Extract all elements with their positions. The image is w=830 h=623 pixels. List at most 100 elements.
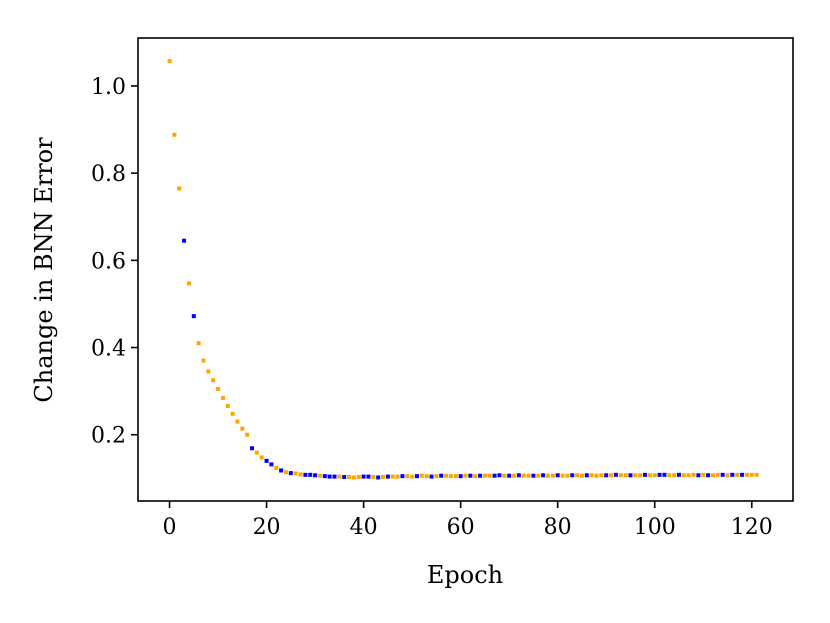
data-point (376, 475, 381, 480)
data-point (613, 472, 618, 477)
data-point (594, 473, 599, 478)
data-point (604, 473, 609, 478)
data-point (502, 473, 507, 478)
data-point (419, 473, 424, 478)
data-point (681, 473, 686, 478)
data-point (308, 472, 313, 477)
data-point (521, 473, 526, 478)
data-point (516, 473, 521, 478)
data-point (749, 472, 754, 477)
data-point (715, 472, 720, 477)
data-point (487, 473, 492, 478)
data-point (507, 473, 512, 478)
data-point (264, 458, 269, 463)
data-point (691, 472, 696, 477)
data-point (638, 473, 643, 478)
data-point (381, 475, 386, 480)
data-point (235, 419, 240, 424)
data-point (196, 341, 201, 346)
data-point (453, 474, 458, 479)
data-point (429, 474, 434, 479)
data-point (633, 473, 638, 478)
data-point (337, 474, 342, 479)
plot-frame (137, 37, 794, 502)
data-point (385, 474, 390, 479)
data-point (206, 369, 211, 374)
data-point (390, 474, 395, 479)
data-point (220, 396, 225, 401)
data-point (240, 426, 245, 431)
data-point (740, 472, 745, 477)
data-point (473, 474, 478, 479)
data-point (657, 472, 662, 477)
data-point (667, 473, 672, 478)
x-tick-label: 80 (544, 515, 572, 540)
data-point (283, 470, 288, 475)
data-point (405, 474, 410, 479)
y-tick-label: 0.8 (91, 162, 126, 187)
data-point (541, 473, 546, 478)
data-point (254, 450, 259, 455)
data-point (579, 473, 584, 478)
data-point (754, 472, 759, 477)
data-point (361, 474, 366, 479)
data-point (216, 386, 221, 391)
data-point (342, 475, 347, 480)
data-point (293, 471, 298, 476)
data-point (512, 473, 517, 478)
data-point (458, 474, 463, 479)
data-point (400, 474, 405, 479)
data-point (201, 358, 206, 363)
data-point (317, 473, 322, 478)
data-point (444, 473, 449, 478)
data-point (710, 473, 715, 478)
data-point (662, 472, 667, 477)
data-point (288, 471, 293, 476)
data-point (725, 473, 730, 478)
data-point (618, 473, 623, 478)
data-point (356, 475, 361, 480)
data-point (706, 473, 711, 478)
data-point (628, 473, 633, 478)
data-point (250, 446, 255, 451)
x-tick-label: 100 (634, 515, 676, 540)
x-axis: 0 20 40 60 80 100 120 (163, 501, 773, 540)
data-point (545, 473, 550, 478)
data-point (570, 473, 575, 478)
data-point (676, 472, 681, 477)
data-point (347, 475, 352, 480)
data-point (313, 473, 318, 478)
x-tick-label: 20 (253, 515, 281, 540)
data-point (371, 475, 376, 480)
data-point (303, 472, 308, 477)
data-point (259, 455, 264, 460)
data-point (720, 472, 725, 477)
data-point (643, 472, 648, 477)
data-point (182, 238, 187, 243)
data-point (269, 462, 274, 467)
data-point (701, 472, 706, 477)
data-point (555, 473, 560, 478)
data-point (177, 186, 182, 191)
data-point (172, 132, 177, 137)
data-point (735, 472, 740, 477)
data-point (366, 474, 371, 479)
y-axis-label: Change in BNN Error (30, 137, 58, 403)
data-point (439, 473, 444, 478)
data-point (410, 474, 415, 479)
data-point (565, 473, 570, 478)
y-tick-label: 0.4 (91, 337, 126, 362)
data-point (696, 473, 701, 478)
data-point (584, 473, 589, 478)
data-point (448, 474, 453, 479)
data-point (186, 281, 191, 286)
data-point (327, 474, 332, 479)
data-point (395, 474, 400, 479)
data-point (531, 473, 536, 478)
data-point (730, 472, 735, 477)
data-point (652, 473, 657, 478)
data-point (589, 473, 594, 478)
data-point (414, 474, 419, 479)
y-axis: 0.2 0.4 0.6 0.8 1.0 (91, 75, 138, 449)
x-tick-label: 40 (350, 515, 378, 540)
